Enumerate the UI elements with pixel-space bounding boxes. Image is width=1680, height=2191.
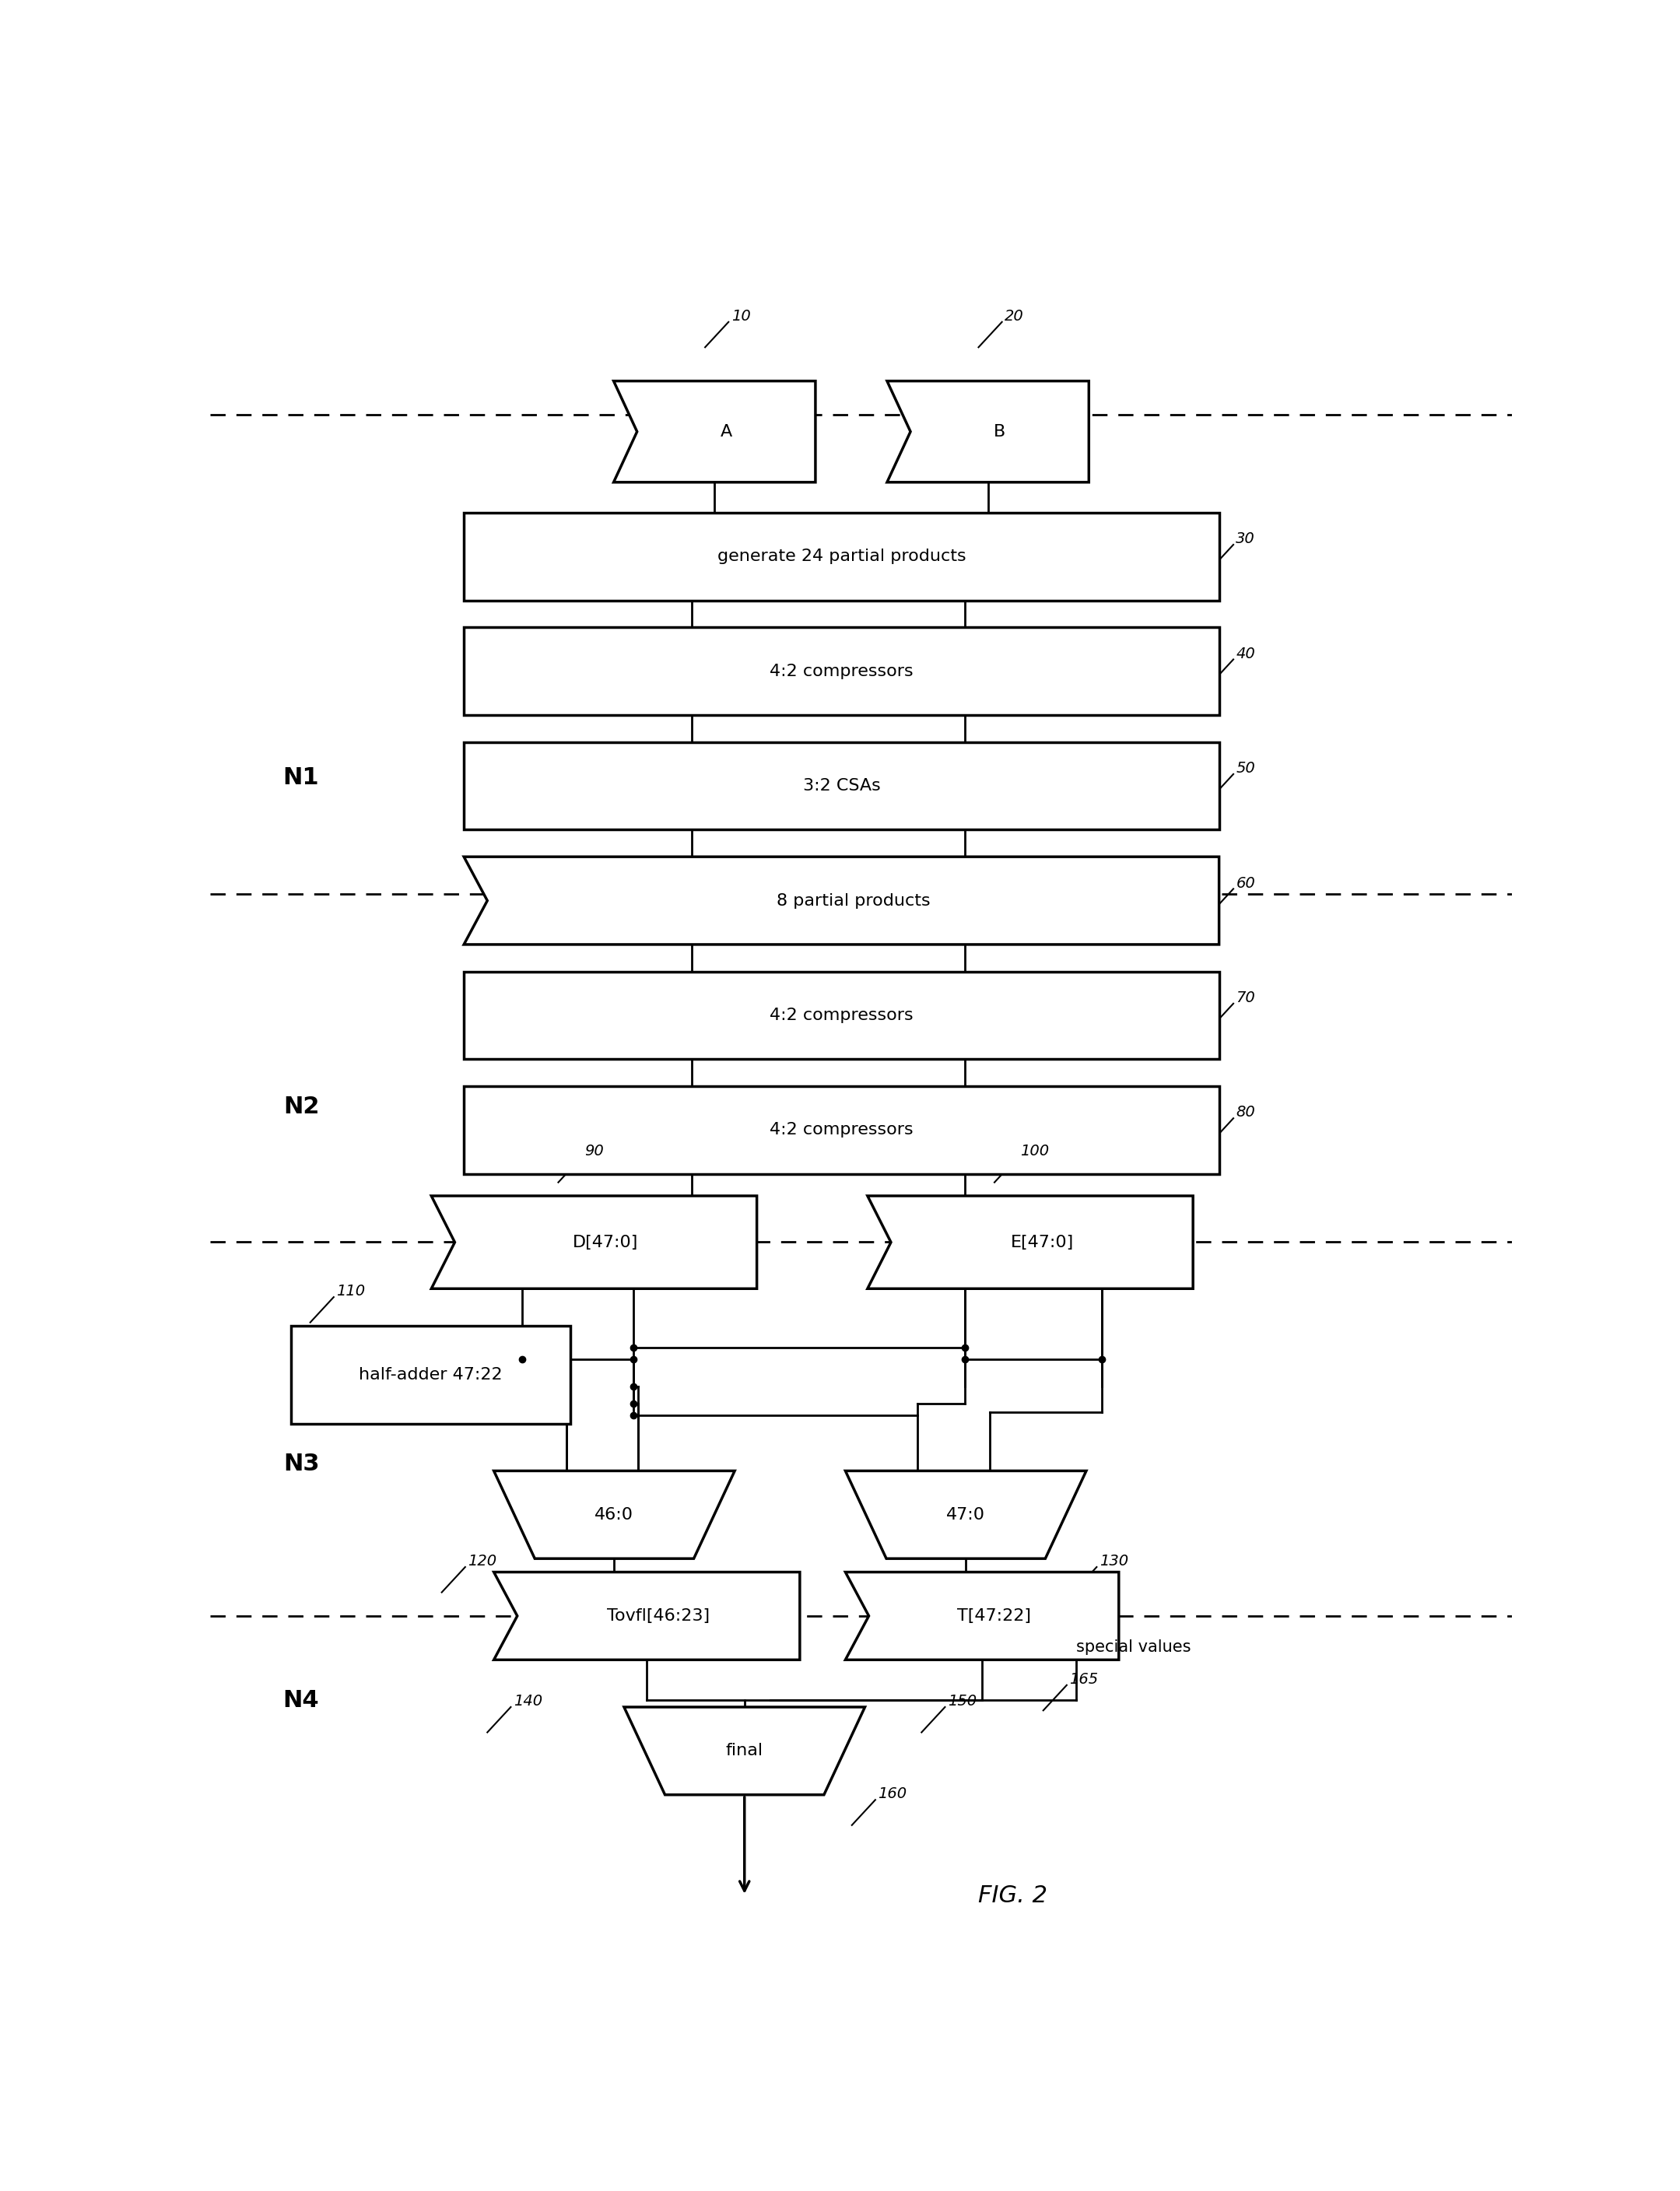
- Text: 165: 165: [1070, 1672, 1099, 1687]
- Text: 3:2 CSAs: 3:2 CSAs: [803, 778, 880, 793]
- Polygon shape: [623, 1707, 865, 1794]
- Text: half-adder 47:22: half-adder 47:22: [360, 1367, 502, 1383]
- Text: N4: N4: [282, 1689, 319, 1711]
- Text: 8 partial products: 8 partial products: [776, 894, 931, 909]
- Text: 160: 160: [879, 1786, 907, 1801]
- Text: 4:2 compressors: 4:2 compressors: [769, 664, 914, 679]
- Text: 140: 140: [514, 1694, 543, 1709]
- Text: E[47:0]: E[47:0]: [1010, 1234, 1074, 1251]
- Text: 110: 110: [336, 1284, 365, 1299]
- Polygon shape: [464, 857, 1220, 944]
- Text: Tovfl[46:23]: Tovfl[46:23]: [606, 1608, 711, 1624]
- Bar: [291, 1326, 571, 1424]
- Text: 20: 20: [1005, 309, 1023, 324]
- Polygon shape: [494, 1573, 800, 1661]
- Bar: [464, 971, 1220, 1058]
- Text: 47:0: 47:0: [946, 1507, 984, 1523]
- Bar: [464, 627, 1220, 714]
- Bar: [464, 1087, 1220, 1174]
- Text: 60: 60: [1236, 876, 1255, 890]
- Polygon shape: [867, 1196, 1193, 1288]
- Text: N2: N2: [282, 1096, 319, 1117]
- Polygon shape: [845, 1470, 1087, 1558]
- Text: 120: 120: [467, 1553, 497, 1569]
- Text: A: A: [721, 423, 732, 440]
- Text: 40: 40: [1236, 646, 1255, 662]
- Text: FIG. 2: FIG. 2: [978, 1884, 1047, 1908]
- Text: N3: N3: [282, 1453, 319, 1475]
- Text: special values: special values: [1075, 1639, 1191, 1654]
- Text: 130: 130: [1099, 1553, 1129, 1569]
- Polygon shape: [494, 1470, 734, 1558]
- Text: 46:0: 46:0: [595, 1507, 633, 1523]
- Text: 90: 90: [585, 1144, 603, 1159]
- Text: 30: 30: [1236, 532, 1255, 546]
- Text: 150: 150: [948, 1694, 976, 1709]
- Text: B: B: [995, 423, 1006, 440]
- Polygon shape: [613, 381, 815, 482]
- Bar: [464, 743, 1220, 830]
- Text: N1: N1: [282, 767, 319, 789]
- Text: 4:2 compressors: 4:2 compressors: [769, 1008, 914, 1023]
- Polygon shape: [432, 1196, 758, 1288]
- Polygon shape: [845, 1573, 1119, 1661]
- Text: 4:2 compressors: 4:2 compressors: [769, 1122, 914, 1137]
- Text: 70: 70: [1236, 990, 1255, 1006]
- Bar: [464, 513, 1220, 600]
- Polygon shape: [887, 381, 1089, 482]
- Text: 50: 50: [1236, 760, 1255, 776]
- Text: D[47:0]: D[47:0]: [573, 1234, 638, 1251]
- Text: 80: 80: [1236, 1104, 1255, 1120]
- Text: generate 24 partial products: generate 24 partial products: [717, 548, 966, 565]
- Text: 100: 100: [1020, 1144, 1050, 1159]
- Text: T[47:22]: T[47:22]: [958, 1608, 1032, 1624]
- Text: final: final: [726, 1744, 763, 1759]
- Text: 10: 10: [731, 309, 751, 324]
